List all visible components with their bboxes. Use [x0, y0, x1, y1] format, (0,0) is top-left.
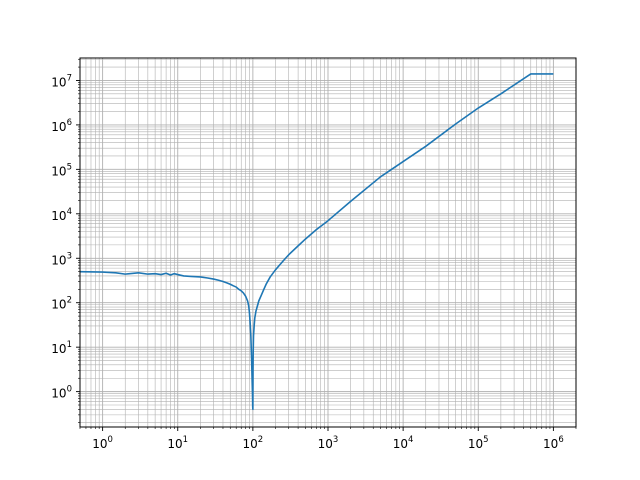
y-tick-label: 107: [51, 73, 72, 89]
x-tick-label: 104: [393, 435, 414, 451]
series-layer: [79, 73, 554, 411]
x-axis: 100 101 102 103 104 105 106: [79, 427, 577, 451]
x-tick-label: 105: [468, 435, 489, 451]
x-tick-label: 100: [92, 435, 113, 451]
y-tick-label: 105: [51, 162, 72, 178]
y-tick-label: 103: [51, 251, 72, 267]
y-tick-label: 106: [51, 118, 72, 134]
series-line-0: [79, 73, 554, 411]
y-tick-label: 101: [51, 340, 72, 356]
x-tick-label: 101: [167, 435, 188, 451]
y-tick-label: 104: [51, 207, 72, 223]
y-tick-label: 100: [51, 385, 72, 401]
x-tick-label: 103: [318, 435, 339, 451]
y-axis: 100 101 102 103 104 105 106 107: [51, 58, 80, 423]
x-tick-label: 106: [543, 435, 564, 451]
x-tick-label: 102: [243, 435, 264, 451]
y-tick-label: 102: [51, 296, 72, 312]
major-grid: [80, 58, 576, 427]
